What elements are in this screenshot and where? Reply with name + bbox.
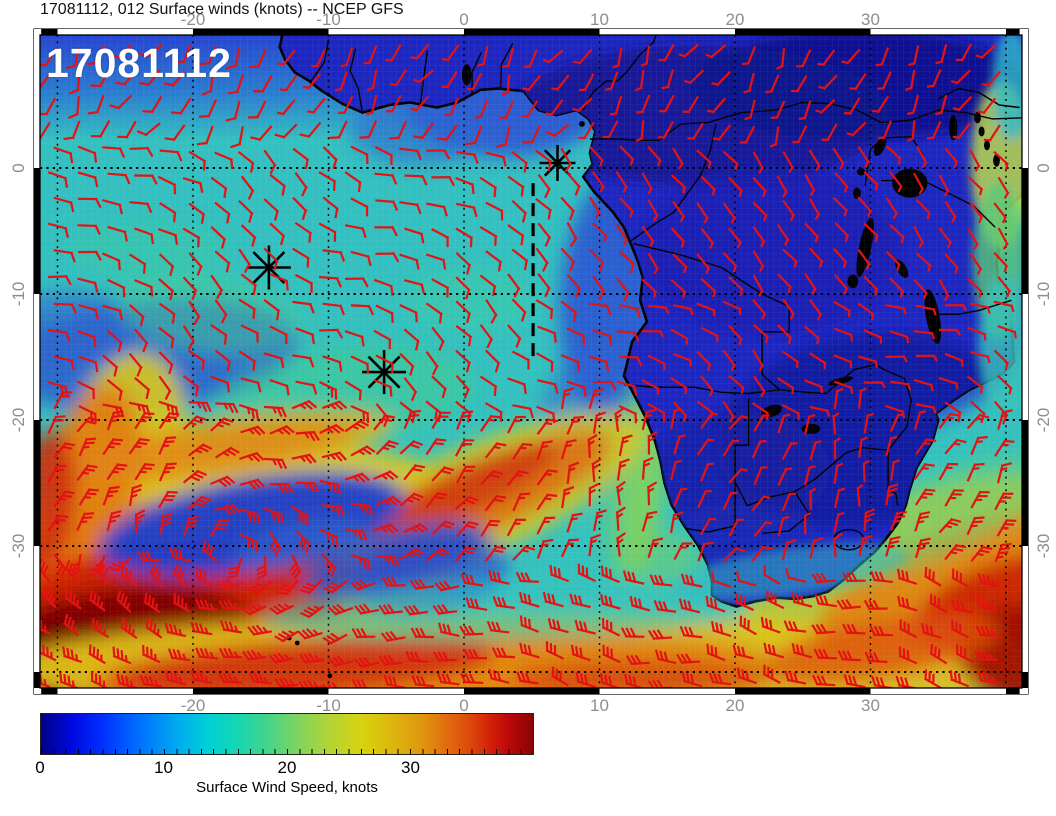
graticule (40, 35, 1022, 688)
bottom-axis-tick-label: 20 (725, 696, 745, 715)
colorbar-tick-label: 30 (401, 758, 420, 777)
datetime-overlay-label: 17081112 (46, 40, 232, 86)
bottom-axis-tick-label: 10 (590, 696, 609, 715)
colorbar-tick-label: 0 (35, 758, 45, 777)
station-marker (362, 350, 407, 395)
left-axis-tick-label: -20 (9, 407, 28, 433)
bottom-axis-tick-label: -10 (316, 696, 341, 715)
left-axis-tick-label: -10 (9, 281, 28, 307)
left-axis-tick-label: 0 (9, 163, 28, 173)
bottom-axis-tick-label: 30 (861, 696, 880, 715)
map-frame (33, 28, 1029, 695)
colorbar-ticks (41, 749, 533, 754)
colorbar (40, 713, 534, 755)
colorbar-tick-label: 10 (154, 758, 173, 777)
top-axis-tick-label: 10 (590, 10, 609, 29)
top-axis-tick-label: 20 (725, 10, 745, 29)
colorbar-caption: Surface Wind Speed, knots (196, 779, 378, 796)
top-axis-tick-label: 0 (459, 10, 469, 29)
right-axis-tick-label: -20 (1034, 407, 1053, 433)
right-axis-tick-label: 0 (1034, 163, 1053, 173)
left-axis-tick-label: -30 (9, 533, 28, 559)
top-axis-tick-label: -20 (180, 10, 206, 29)
top-axis-tick-label: 30 (861, 10, 880, 29)
wind-barb-layer (40, 43, 1017, 688)
map-image (40, 35, 1022, 688)
bottom-axis-tick-label: 0 (459, 696, 469, 715)
figure-title: 17081112, 012 Surface winds (knots) -- N… (40, 1, 404, 18)
right-axis-tick-label: -10 (1034, 281, 1053, 307)
bottom-axis-tick-label: -20 (180, 696, 206, 715)
right-axis-tick-label: -30 (1034, 533, 1053, 559)
top-axis-tick-label: -10 (316, 10, 341, 29)
colorbar-tick-label: 20 (277, 758, 297, 777)
